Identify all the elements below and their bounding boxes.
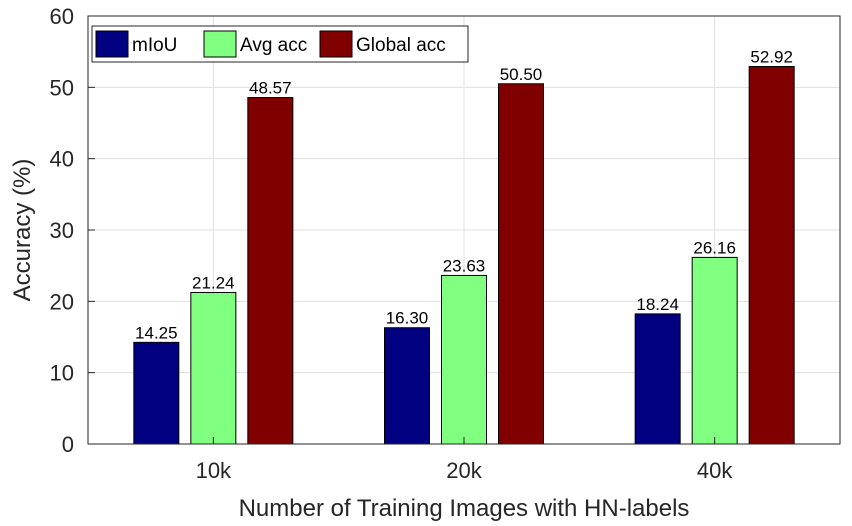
x-tick-label: 10k [196,458,232,483]
bar-avg-acc [190,291,237,445]
y-tick-label: 0 [62,432,74,457]
bar-miou [384,327,430,445]
data-label: 52.92 [750,48,793,67]
x-tick-label: 40k [697,458,733,483]
y-tick-label: 10 [50,361,74,386]
bars [133,66,795,445]
bar-miou [634,313,681,445]
data-label: 23.63 [443,256,486,275]
x-axis-title: Number of Training Images with HN-labels [239,495,690,522]
legend-label: mIoU [132,35,177,56]
bar-global-acc [247,97,294,445]
bar-avg-acc [691,256,738,445]
bar-avg-acc [441,274,487,445]
legend-swatch [95,30,129,58]
legend: mIoU Avg acc Global acc [91,25,469,63]
data-label: 14.25 [135,323,178,342]
data-label: 48.57 [249,79,292,98]
y-tick-label: 30 [50,218,74,243]
bar-global-acc [498,83,544,445]
data-label: 21.24 [192,273,235,292]
data-label: 50.50 [500,65,543,84]
legend-box [91,25,469,63]
legend-swatch [319,30,353,58]
data-label: 18.24 [636,295,679,314]
y-axis-title: Accuracy (%) [9,159,36,302]
data-labels: 14.25 21.24 48.57 16.30 23.63 50.50 18.24 26.16… [135,48,793,343]
data-label: 16.30 [386,309,429,328]
x-axis-ticks: 10k 20k 40k [196,437,733,483]
legend-swatch [203,30,237,58]
y-tick-label: 20 [50,289,74,314]
x-tick-label: 20k [446,458,482,483]
bar-miou [133,341,180,445]
bar-global-acc [748,66,795,445]
y-tick-label: 40 [50,147,74,172]
y-tick-label: 60 [50,4,74,29]
data-label: 26.16 [693,238,736,257]
y-tick-label: 50 [50,75,74,100]
y-axis-ticks: 0 10 20 30 40 50 60 [50,4,95,457]
legend-label: Global acc [356,35,446,56]
legend-label: Avg acc [240,35,307,56]
